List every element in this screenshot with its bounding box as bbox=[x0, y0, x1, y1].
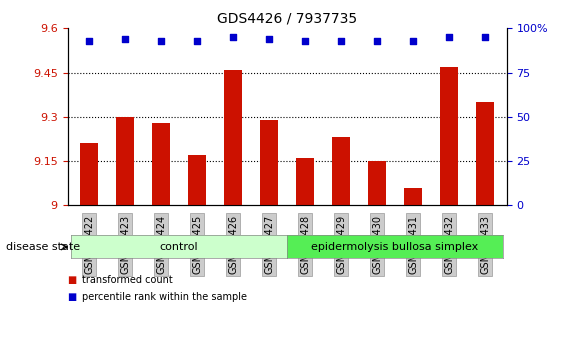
Point bbox=[157, 38, 166, 44]
Point bbox=[373, 38, 382, 44]
Bar bbox=[296, 158, 314, 205]
Point bbox=[265, 36, 274, 42]
Point bbox=[481, 34, 490, 40]
Bar bbox=[116, 117, 134, 205]
Point bbox=[229, 34, 238, 40]
Text: control: control bbox=[160, 242, 198, 252]
Bar bbox=[260, 120, 278, 205]
Point bbox=[337, 38, 346, 44]
Bar bbox=[476, 102, 494, 205]
Point bbox=[445, 34, 454, 40]
Text: disease state: disease state bbox=[6, 242, 80, 252]
Text: percentile rank within the sample: percentile rank within the sample bbox=[82, 292, 247, 302]
Text: ■: ■ bbox=[68, 275, 77, 285]
Bar bbox=[332, 137, 350, 205]
Bar bbox=[188, 155, 206, 205]
Title: GDS4426 / 7937735: GDS4426 / 7937735 bbox=[217, 12, 357, 26]
Bar bbox=[368, 161, 386, 205]
Bar bbox=[404, 188, 422, 205]
Bar bbox=[152, 123, 170, 205]
Text: transformed count: transformed count bbox=[82, 275, 172, 285]
Text: ■: ■ bbox=[68, 292, 77, 302]
Point bbox=[193, 38, 202, 44]
Point bbox=[120, 36, 129, 42]
Text: epidermolysis bullosa simplex: epidermolysis bullosa simplex bbox=[311, 242, 479, 252]
Bar bbox=[224, 70, 242, 205]
Point bbox=[301, 38, 310, 44]
Bar bbox=[440, 67, 458, 205]
Point bbox=[84, 38, 93, 44]
Bar bbox=[80, 143, 98, 205]
Point bbox=[409, 38, 418, 44]
